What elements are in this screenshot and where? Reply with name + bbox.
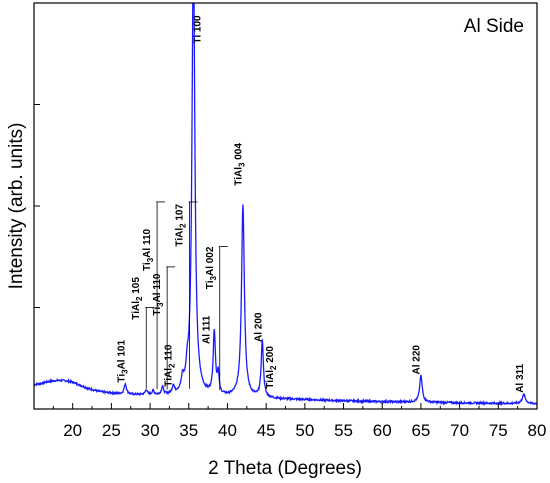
y-axis-ticks	[34, 2, 40, 410]
peak-label: Al 200	[254, 312, 265, 342]
x-tick-label: 35	[179, 421, 198, 440]
x-tick-label: 60	[373, 421, 392, 440]
peak-label: TiAl2 107	[175, 204, 188, 247]
x-tick-label: 45	[257, 421, 276, 440]
x-tick-label: 40	[218, 421, 237, 440]
xrd-series-line	[34, 3, 537, 407]
x-tick-label: 20	[63, 421, 82, 440]
peak-label: Ti3Al 002	[205, 246, 218, 289]
x-tick-label: 70	[450, 421, 469, 440]
x-tick-label: 55	[334, 421, 353, 440]
plot-frame	[33, 2, 538, 410]
peak-label: Al 220	[411, 345, 422, 375]
x-tick-label: 25	[102, 421, 121, 440]
x-tick-label: 30	[141, 421, 160, 440]
peak-label: Al 311	[515, 363, 526, 392]
peak-label: TiAl2 110	[164, 344, 177, 387]
peak-label: Al 111	[202, 315, 213, 344]
peak-label: Ti3Al 101	[117, 340, 130, 383]
y-axis-title: Intensity (arb. units)	[6, 123, 27, 290]
series-layer	[34, 3, 537, 407]
inset-label: Al Side	[464, 16, 524, 37]
x-axis-ticks: 20 25 30 35 40 45 50 55 60 65 70 75 80	[52, 403, 547, 440]
peak-label: Ti 100	[192, 15, 203, 44]
x-tick-label: 65	[411, 421, 430, 440]
x-axis-title: 2 Theta (Degrees)	[208, 458, 362, 479]
x-tick-label: 80	[528, 421, 547, 440]
x-tick-label: 50	[295, 421, 314, 440]
annotation-marker-layer	[145, 201, 228, 390]
annotation-layer: Ti3Al 101 TiAl2 105 Ti3Al 110 Ti3Al 110 TiAl…	[117, 15, 527, 393]
peak-label: TiAl2 105	[131, 277, 144, 320]
peak-label: TiAl3 004	[233, 143, 246, 186]
peak-label: Ti3Al 110	[152, 273, 165, 316]
peak-label: Ti3Al 110	[142, 228, 155, 271]
x-tick-label: 75	[489, 421, 508, 440]
peak-label: TiAl2 200	[265, 346, 278, 389]
